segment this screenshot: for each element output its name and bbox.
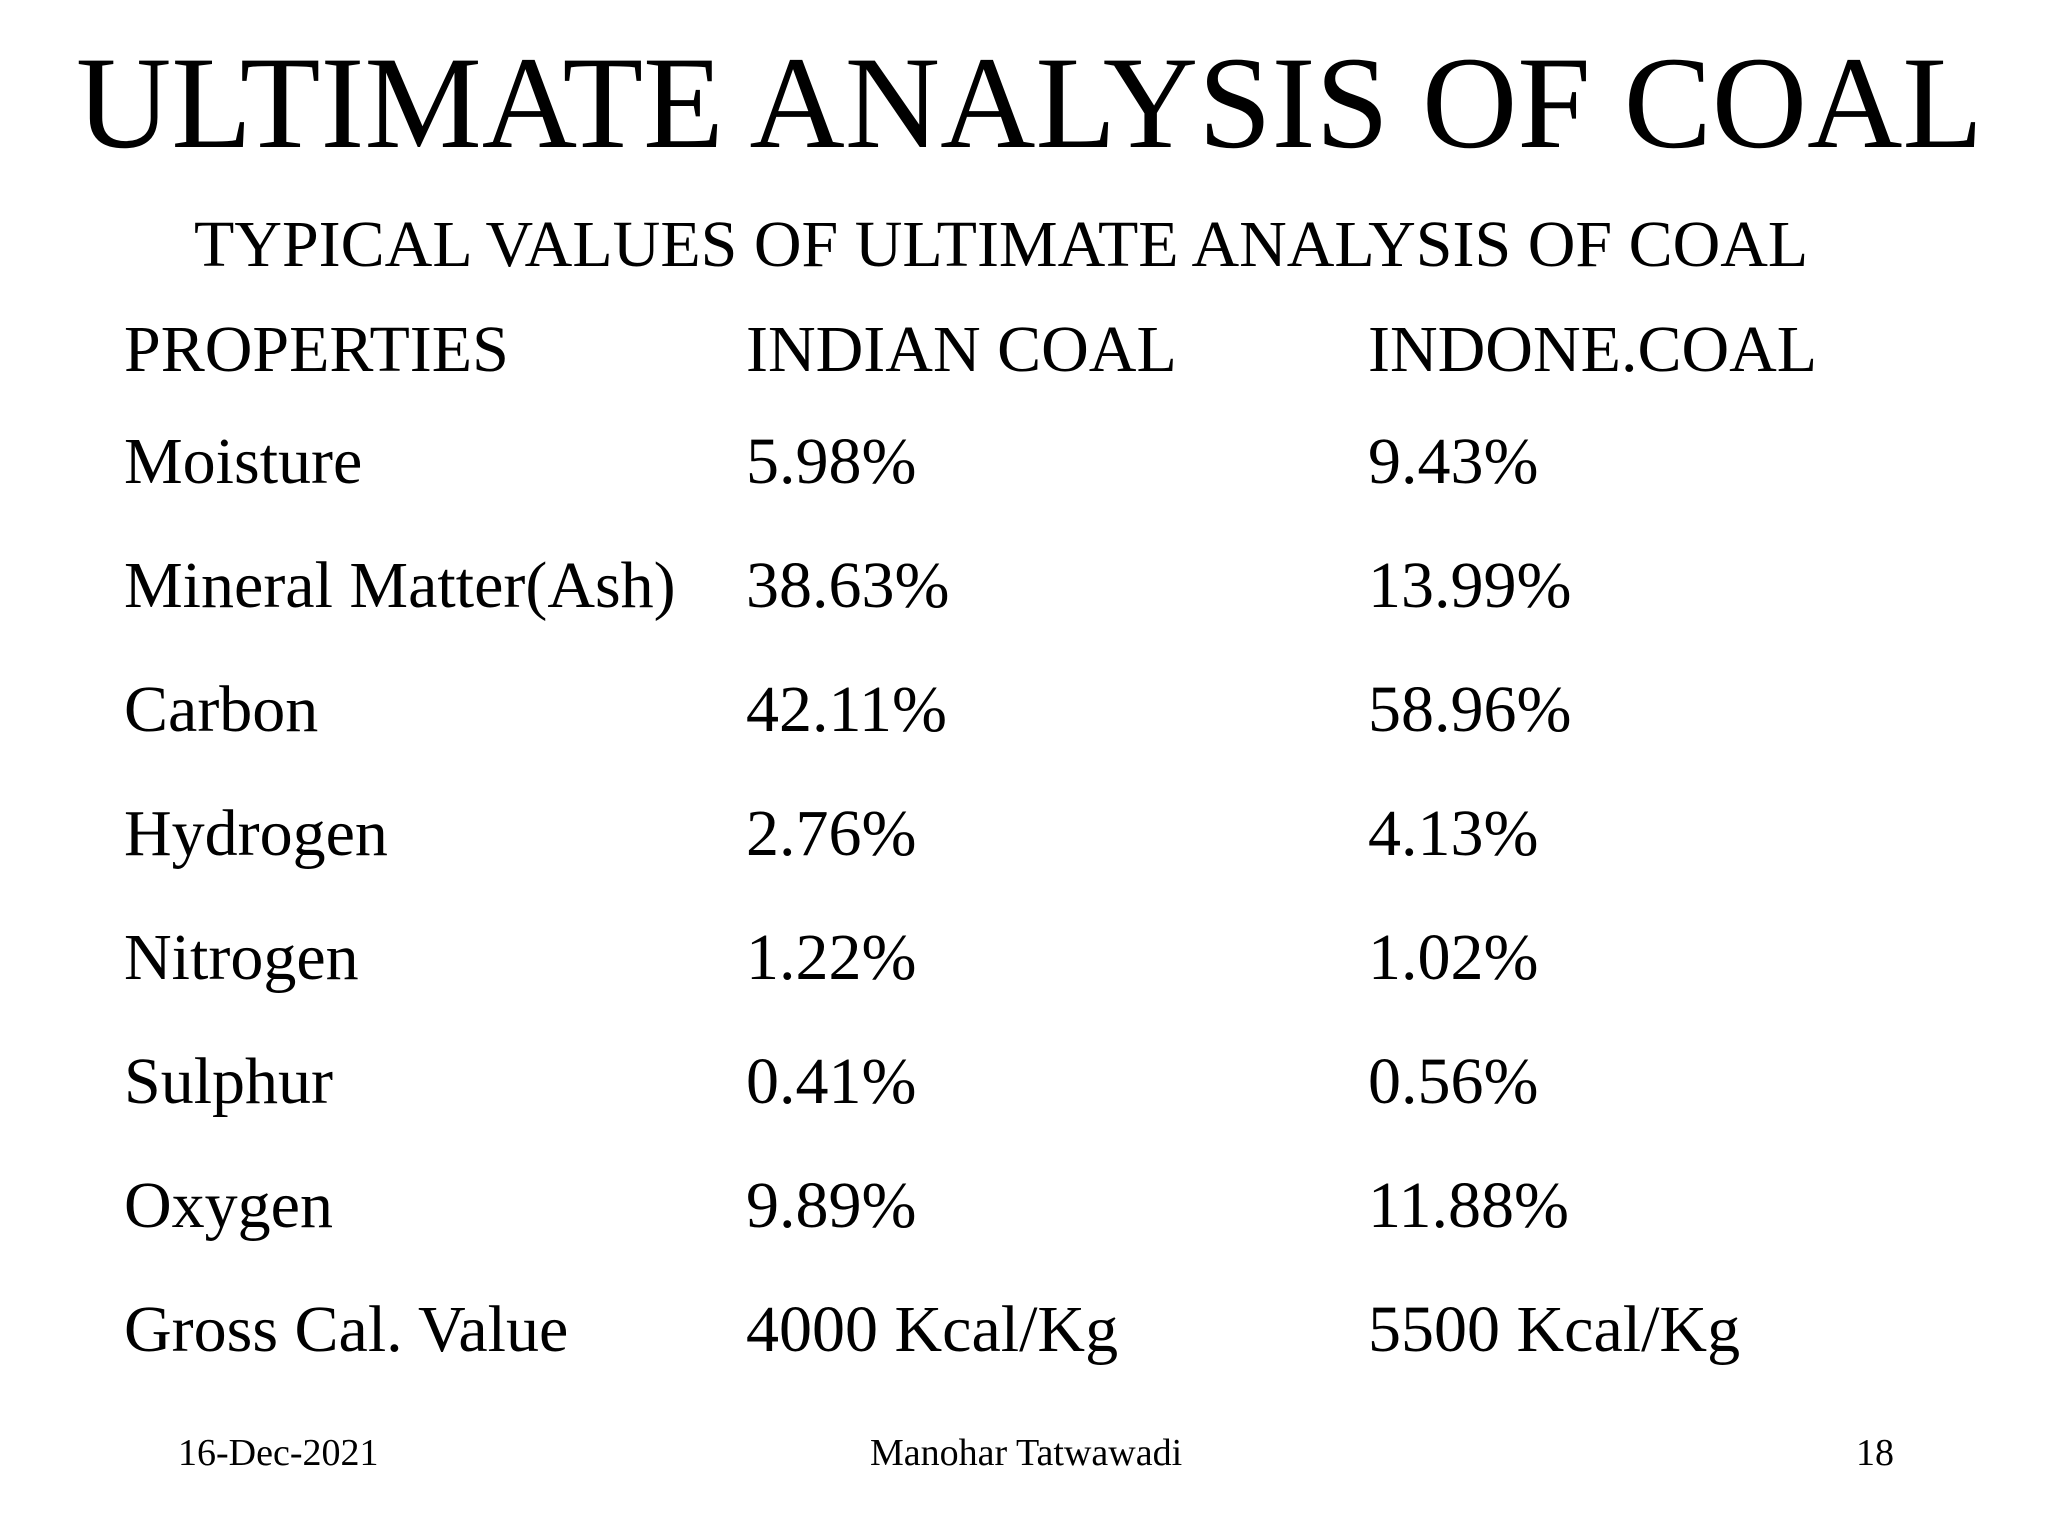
indian-value-cell: 42.11% bbox=[746, 673, 948, 746]
table-header-row: PROPERTIES INDIAN COAL INDONE.COAL bbox=[124, 300, 1928, 400]
table-row: Carbon 42.11% 58.96% bbox=[124, 648, 1928, 772]
indian-value-cell: 5.98% bbox=[746, 425, 917, 498]
header-indonesian-coal: INDONE.COAL bbox=[1368, 313, 1818, 386]
indonesian-value-cell: 0.56% bbox=[1368, 1045, 1539, 1118]
indonesian-value-cell: 58.96% bbox=[1368, 673, 1572, 746]
indonesian-value-cell: 13.99% bbox=[1368, 549, 1572, 622]
indian-value-cell: 4000 Kcal/Kg bbox=[746, 1293, 1119, 1366]
indonesian-value-cell: 1.02% bbox=[1368, 921, 1539, 994]
indonesian-value-cell: 9.43% bbox=[1368, 425, 1539, 498]
slide-title: ULTIMATE ANALYSIS OF COAL bbox=[76, 29, 1984, 176]
indian-value-cell: 1.22% bbox=[746, 921, 917, 994]
property-cell: Gross Cal. Value bbox=[124, 1293, 569, 1366]
property-cell: Mineral Matter(Ash) bbox=[124, 549, 676, 622]
table-row: Hydrogen 2.76% 4.13% bbox=[124, 772, 1928, 896]
slide-subtitle: TYPICAL VALUES OF ULTIMATE ANALYSIS OF C… bbox=[194, 208, 1809, 281]
table-row: Oxygen 9.89% 11.88% bbox=[124, 1144, 1928, 1268]
indonesian-value-cell: 4.13% bbox=[1368, 797, 1539, 870]
property-cell: Oxygen bbox=[124, 1169, 333, 1242]
indonesian-value-cell: 11.88% bbox=[1368, 1169, 1570, 1242]
table-row: Mineral Matter(Ash) 38.63% 13.99% bbox=[124, 524, 1928, 648]
table-row: Sulphur 0.41% 0.56% bbox=[124, 1020, 1928, 1144]
indian-value-cell: 0.41% bbox=[746, 1045, 917, 1118]
indian-value-cell: 9.89% bbox=[746, 1169, 917, 1242]
indian-value-cell: 38.63% bbox=[746, 549, 950, 622]
footer-date: 16-Dec-2021 bbox=[178, 1432, 379, 1474]
property-cell: Nitrogen bbox=[124, 921, 359, 994]
header-indian-coal: INDIAN COAL bbox=[746, 313, 1177, 386]
property-cell: Sulphur bbox=[124, 1045, 334, 1118]
footer-page-number: 18 bbox=[1856, 1432, 1894, 1474]
table-row: Nitrogen 1.22% 1.02% bbox=[124, 896, 1928, 1020]
header-properties: PROPERTIES bbox=[124, 313, 509, 386]
indian-value-cell: 2.76% bbox=[746, 797, 917, 870]
table-row: Moisture 5.98% 9.43% bbox=[124, 400, 1928, 524]
footer-author: Manohar Tatwawadi bbox=[870, 1432, 1183, 1474]
analysis-table: PROPERTIES INDIAN COAL INDONE.COAL Moist… bbox=[124, 300, 1928, 1392]
table-row: Gross Cal. Value 4000 Kcal/Kg 5500 Kcal/… bbox=[124, 1268, 1928, 1392]
property-cell: Carbon bbox=[124, 673, 319, 746]
indonesian-value-cell: 5500 Kcal/Kg bbox=[1368, 1293, 1741, 1366]
property-cell: Hydrogen bbox=[124, 797, 388, 870]
property-cell: Moisture bbox=[124, 425, 363, 498]
